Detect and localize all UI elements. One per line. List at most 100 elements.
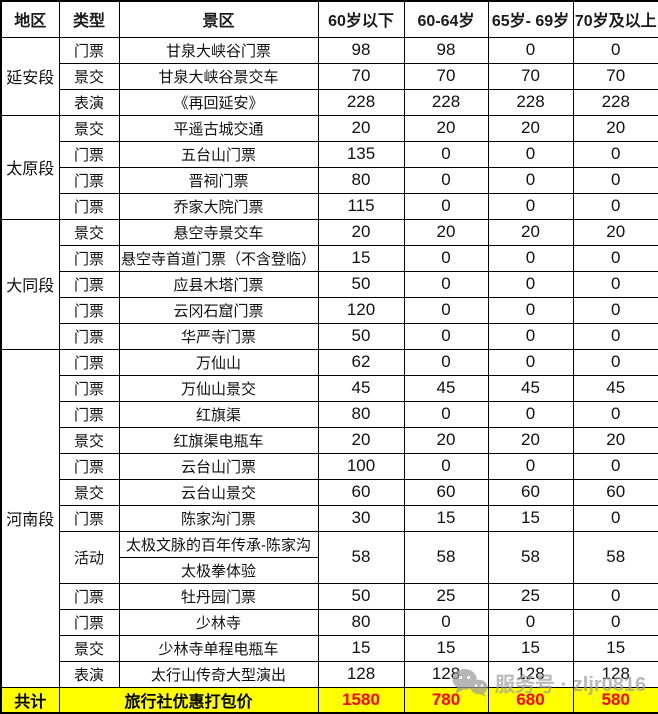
type-cell: 活动 <box>58 530 120 584</box>
price-cell: 70 <box>487 62 574 90</box>
price-cell: 80 <box>317 166 405 194</box>
scenic-cell: 乔家大院门票 <box>118 192 319 220</box>
header-row: 地区 类型 景区 60岁以下 60-64岁 65岁- 69岁 70岁及以上 <box>0 0 658 38</box>
scenic-cell: 平遥古城交通 <box>118 114 319 142</box>
table-row: 门票 晋祠门票 80 0 0 0 <box>1 166 658 194</box>
table-row: 延安段 门票 甘泉大峡谷门票 98 98 0 0 <box>0 36 658 116</box>
price-cell: 60 <box>487 478 574 506</box>
type-cell: 门票 <box>58 608 120 636</box>
price-cell: 0 <box>572 140 658 168</box>
price-cell: 0 <box>572 270 658 298</box>
price-cell: 20 <box>487 218 574 246</box>
price-cell: 0 <box>572 244 658 272</box>
total-label-cell: 共计 <box>0 686 60 714</box>
type-cell: 门票 <box>58 348 120 376</box>
price-cell: 0 <box>572 296 658 324</box>
price-cell: 50 <box>317 270 405 298</box>
price-cell: 0 <box>487 322 574 350</box>
table-row: 表演 太行山传奇大型演出 128 128 128 128 <box>1 660 658 688</box>
price-cell: 25 <box>487 582 574 610</box>
price-cell: 0 <box>487 296 574 324</box>
type-cell: 门票 <box>58 192 120 220</box>
price-cell: 100 <box>317 452 405 480</box>
scenic-cell: 万仙山 <box>118 348 319 376</box>
type-cell: 景交 <box>58 634 120 662</box>
region-cell: 大同段 <box>0 218 60 350</box>
scenic-cell: 应县木塔门票 <box>118 270 319 298</box>
price-cell: 115 <box>317 192 405 220</box>
price-cell: 128 <box>487 660 574 688</box>
type-cell: 门票 <box>58 166 120 194</box>
price-cell: 62 <box>317 348 405 376</box>
price-cell: 228 <box>317 88 405 116</box>
price-cell: 98 <box>317 36 405 64</box>
price-cell: 45 <box>403 374 489 402</box>
price-cell: 58 <box>317 530 405 584</box>
table-row: 门票 少林寺 80 0 0 0 <box>1 608 658 636</box>
table-row: 门票 五台山门票 135 0 0 0 <box>1 140 658 168</box>
price-cell: 228 <box>572 88 658 116</box>
price-cell: 45 <box>572 374 658 402</box>
price-cell: 20 <box>487 426 574 454</box>
price-cell: 15 <box>317 244 405 272</box>
price-cell: 0 <box>403 452 489 480</box>
scenic-cell: 《再回延安》 <box>118 88 319 116</box>
scenic-cell: 少林寺单程电瓶车 <box>118 634 319 662</box>
price-cell: 0 <box>403 244 489 272</box>
price-cell: 15 <box>403 504 489 532</box>
price-cell: 0 <box>572 504 658 532</box>
scenic-cell: 红旗渠电瓶车 <box>118 426 319 454</box>
price-cell: 60 <box>572 478 658 506</box>
price-cell: 0 <box>487 270 574 298</box>
table-row: 门票 牡丹园门票 50 25 25 0 <box>1 582 658 610</box>
total-row: 共计 旅行社优惠打包价 1580 780 680 580 <box>0 686 658 714</box>
price-cell: 0 <box>403 348 489 376</box>
price-cell: 0 <box>572 452 658 480</box>
price-cell: 0 <box>403 270 489 298</box>
scenic-cell: 云台山景交 <box>118 478 319 506</box>
price-cell: 70 <box>317 62 405 90</box>
table-row: 门票 悬空寺首道门票（不含登临） 15 0 0 0 <box>1 244 658 272</box>
price-cell: 0 <box>572 582 658 610</box>
price-cell: 0 <box>572 322 658 350</box>
type-cell: 门票 <box>58 582 120 610</box>
scenic-cell: 晋祠门票 <box>118 166 319 194</box>
scenic-cell: 五台山门票 <box>118 140 319 168</box>
header-age-under60: 60岁以下 <box>317 0 405 38</box>
table-row: 太极拳体验 <box>1 556 658 584</box>
price-cell: 80 <box>317 608 405 636</box>
price-cell: 0 <box>403 400 489 428</box>
price-cell: 0 <box>403 322 489 350</box>
scenic-cell: 太极拳体验 <box>118 556 319 584</box>
header-age-65-69: 65岁- 69岁 <box>487 0 574 38</box>
price-cell: 20 <box>317 114 405 142</box>
price-cell: 80 <box>317 400 405 428</box>
price-cell: 0 <box>572 36 658 64</box>
scenic-cell: 太行山传奇大型演出 <box>118 660 319 688</box>
type-cell: 门票 <box>58 244 120 272</box>
price-cell: 15 <box>487 504 574 532</box>
table-row: 门票 陈家沟门票 30 15 15 0 <box>1 504 658 532</box>
price-cell: 0 <box>487 400 574 428</box>
table-row: 景交 云台山景交 60 60 60 60 <box>1 478 658 506</box>
scenic-cell: 云冈石窟门票 <box>118 296 319 324</box>
price-cell: 120 <box>317 296 405 324</box>
type-cell: 表演 <box>58 660 120 688</box>
price-cell: 0 <box>572 166 658 194</box>
price-cell: 15 <box>572 634 658 662</box>
price-cell: 58 <box>487 530 574 584</box>
type-cell: 景交 <box>58 426 120 454</box>
price-cell: 0 <box>487 166 574 194</box>
table-row: 门票 应县木塔门票 50 0 0 0 <box>1 270 658 298</box>
price-cell: 20 <box>487 114 574 142</box>
price-cell: 135 <box>317 140 405 168</box>
price-cell: 20 <box>403 218 489 246</box>
table-row: 表演 《再回延安》 228 228 228 228 <box>1 88 658 116</box>
price-cell: 20 <box>572 426 658 454</box>
table-row: 景交 甘泉大峡谷景交车 70 70 70 70 <box>1 62 658 90</box>
price-cell: 20 <box>403 114 489 142</box>
header-scenic: 景区 <box>118 0 319 38</box>
price-cell: 0 <box>403 166 489 194</box>
price-cell: 20 <box>317 218 405 246</box>
table-row: 门票 乔家大院门票 115 0 0 0 <box>1 192 658 220</box>
